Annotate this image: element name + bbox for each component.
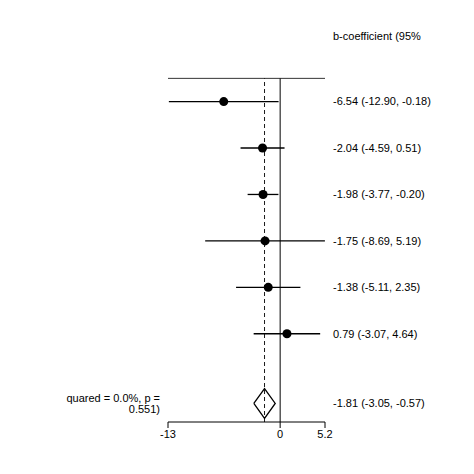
svg-text:5.2: 5.2 <box>317 428 332 440</box>
svg-text:quared = 0.0%, p =0.551): quared = 0.0%, p =0.551) <box>66 392 160 415</box>
svg-text:-1.81 (-3.05, -0.57): -1.81 (-3.05, -0.57) <box>333 397 425 409</box>
svg-text:-1.38 (-5.11, 2.35): -1.38 (-5.11, 2.35) <box>333 281 420 293</box>
svg-text:0: 0 <box>277 428 283 440</box>
svg-text:-1.98 (-3.77, -0.20): -1.98 (-3.77, -0.20) <box>333 188 425 200</box>
svg-text:-13: -13 <box>160 428 176 440</box>
svg-text:0.79 (-3.07, 4.64): 0.79 (-3.07, 4.64) <box>333 328 417 340</box>
svg-text:b-coefficient (95%: b-coefficient (95% <box>333 30 421 42</box>
svg-text:-6.54 (-12.90, -0.18): -6.54 (-12.90, -0.18) <box>333 95 431 107</box>
svg-text:-1.75 (-8.69, 5.19): -1.75 (-8.69, 5.19) <box>333 235 421 247</box>
svg-text:-2.04 (-4.59, 0.51): -2.04 (-4.59, 0.51) <box>333 142 421 154</box>
